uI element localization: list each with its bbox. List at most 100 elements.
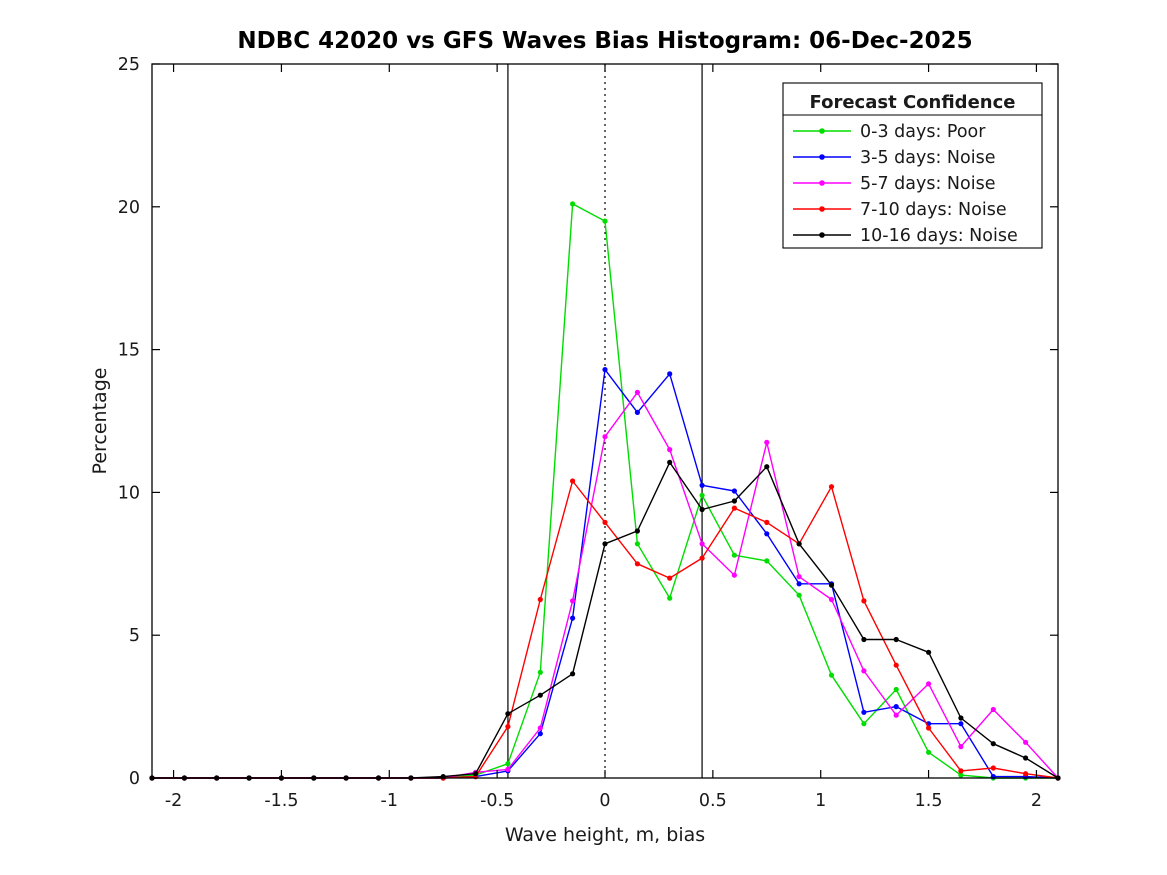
data-point-7-10-days-noise [926,725,932,731]
data-point-5-7-days-noise [505,766,511,773]
data-point-0-3-days-poor [570,201,576,207]
x-tick-label: 0.5 [699,791,727,811]
legend-title: Forecast Confidence [810,92,1016,113]
y-tick-label: 20 [118,198,140,218]
data-point-5-7-days-noise [634,389,641,395]
data-point-5-7-days-noise [537,725,543,731]
data-point-7-10-days-noise [505,724,511,730]
data-point-10-16-days-noise [473,771,479,777]
data-point-10-16-days-noise [764,464,770,470]
y-tick-label: 5 [129,626,140,646]
x-tick-label: 1.5 [915,791,943,811]
data-point-7-10-days-noise [602,519,608,526]
data-point-3-5-days-noise [537,731,543,737]
data-point-10-16-days-noise [958,715,964,721]
data-point-0-3-days-poor [505,761,511,767]
data-point-3-5-days-noise [731,488,738,494]
data-point-10-16-days-noise [667,459,673,465]
data-point-7-10-days-noise [699,555,705,561]
data-point-3-5-days-noise [570,615,576,621]
y-tick-label: 0 [129,769,140,789]
legend-entry-label: 3-5 days: Noise [860,148,995,168]
y-axis-label: Percentage [89,367,111,475]
data-point-10-16-days-noise [634,528,641,534]
data-point-7-10-days-noise [731,505,738,511]
data-point-0-3-days-poor [537,669,543,675]
data-point-3-5-days-noise [764,531,770,537]
data-point-0-3-days-poor [731,552,738,558]
data-point-0-3-days-poor [828,672,835,678]
data-point-7-10-days-noise [570,478,576,484]
x-axis-label: Wave height, m, bias [504,824,706,846]
data-point-5-7-days-noise [893,712,899,718]
data-point-0-3-days-poor [893,686,899,693]
data-point-5-7-days-noise [958,744,964,750]
legend-entry-label: 10-16 days: Noise [860,226,1018,246]
x-tick-label: -1.5 [264,791,298,811]
data-point-3-5-days-noise [958,721,964,727]
chart-title: NDBC 42020 vs GFS Waves Bias Histogram: … [237,28,973,54]
data-point-7-10-days-noise [958,768,964,774]
x-tick-label: -1 [381,791,398,811]
legend-entry-label: 7-10 days: Noise [860,200,1007,220]
data-point-0-3-days-poor [699,492,705,498]
x-tick-label: -0.5 [480,791,514,811]
data-point-3-5-days-noise [796,581,802,587]
legend-marker-dot [819,232,825,238]
data-point-5-7-days-noise [667,447,673,453]
y-tick-label: 15 [118,341,140,361]
legend-marker-dot [819,180,825,186]
data-point-5-7-days-noise [796,574,802,580]
data-point-0-3-days-poor [926,749,932,755]
data-point-7-10-days-noise [537,596,543,603]
data-point-0-3-days-poor [634,541,641,547]
data-point-0-3-days-poor [861,721,867,727]
data-point-5-7-days-noise [1023,739,1029,745]
x-tick-label: -2 [165,791,182,811]
legend-entry-label: 0-3 days: Poor [860,122,986,142]
data-point-3-5-days-noise [667,371,673,377]
data-point-5-7-days-noise [828,596,835,603]
data-point-3-5-days-noise [699,482,705,488]
data-point-7-10-days-noise [634,561,641,567]
x-tick-label: 2 [1031,791,1042,811]
data-point-0-3-days-poor [796,592,802,598]
legend-marker-dot [819,154,825,160]
data-point-10-16-days-noise [505,711,511,717]
data-point-10-16-days-noise [796,541,802,547]
x-tick-label: 0 [599,791,610,811]
data-point-3-5-days-noise [861,709,867,715]
data-point-5-7-days-noise [731,572,738,578]
data-point-0-3-days-poor [602,218,608,224]
data-point-3-5-days-noise [634,409,641,415]
data-point-7-10-days-noise [861,598,867,604]
legend-box [782,82,1043,249]
data-point-5-7-days-noise [764,439,770,445]
data-point-0-3-days-poor [958,772,964,778]
legend-marker-dot [819,206,825,212]
x-tick-label: 1 [815,791,826,811]
data-point-10-16-days-noise [926,649,932,655]
y-tick-label: 25 [118,55,140,75]
data-point-10-16-days-noise [828,582,835,588]
legend-marker-dot [819,128,825,134]
data-point-10-16-days-noise [893,636,899,643]
data-point-10-16-days-noise [537,692,543,698]
data-point-7-10-days-noise [893,662,899,668]
data-point-10-16-days-noise [570,671,576,677]
data-point-7-10-days-noise [667,575,673,581]
data-point-0-3-days-poor [764,558,770,564]
data-point-3-5-days-noise [893,704,899,710]
legend-entry-label: 5-7 days: Noise [860,174,995,194]
data-point-5-7-days-noise [570,598,576,604]
data-point-10-16-days-noise [602,541,608,547]
data-point-5-7-days-noise [699,541,705,547]
data-point-5-7-days-noise [602,434,608,440]
data-point-5-7-days-noise [926,681,932,687]
data-point-10-16-days-noise [731,498,738,504]
data-point-7-10-days-noise [990,765,996,771]
data-point-5-7-days-noise [861,668,867,674]
data-point-10-16-days-noise [699,506,705,513]
